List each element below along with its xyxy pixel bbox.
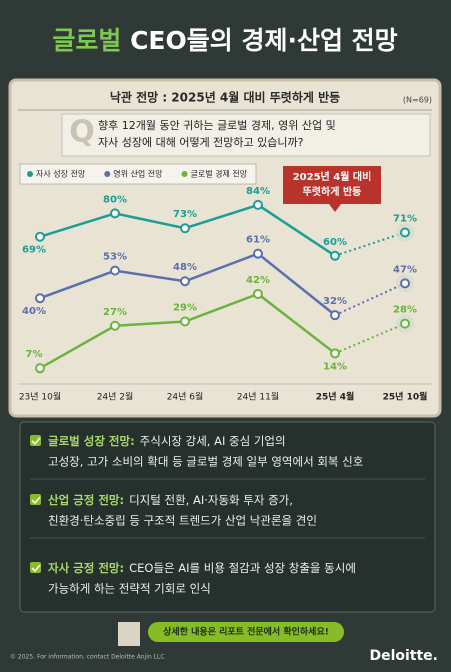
bullet-line: CEO들은 AI를 비용 절감과 성장 창출을 동시에 <box>129 561 356 575</box>
x-tick-label: 23년 10월 <box>19 391 61 403</box>
bullet-line: 디지털 전환, AI·자동화 투자 증가, <box>129 493 293 507</box>
marker <box>35 363 45 374</box>
bullet-line: 주식시장 강세, AI 중심 기업의 <box>140 434 286 448</box>
bullet-line: 가능하게 하는 전략적 기회로 인식 <box>48 582 211 596</box>
value-label: 32% <box>323 296 347 307</box>
value-label: 84% <box>246 186 270 197</box>
marker <box>330 250 340 261</box>
check-icon <box>30 494 41 505</box>
value-label: 53% <box>103 252 127 263</box>
bullet-box <box>19 421 436 613</box>
value-label: 73% <box>173 209 197 220</box>
bullet-text: 자사 긍정 전망: CEO들은 AI를 비용 절감과 성장 창출을 동시에 <box>48 561 356 575</box>
value-label: 40% <box>22 306 46 317</box>
button-text[interactable]: 상세한 내용은 리포트 전문에서 확인하세요! <box>163 626 329 638</box>
value-label: 29% <box>173 303 197 314</box>
value-label: 80% <box>103 194 127 205</box>
marker <box>110 320 120 331</box>
projection-line <box>334 231 406 257</box>
copyright: © 2025. For information, contact Deloitt… <box>10 654 165 661</box>
callout-text: 뚜렷하게 반등 <box>303 185 362 198</box>
check-icon <box>30 562 41 573</box>
value-label: 69% <box>22 245 46 256</box>
value-label: 27% <box>103 307 127 318</box>
bullet-line: 친환경·탄소중립 등 구조적 트렌드가 산업 낙관론을 견인 <box>48 514 317 528</box>
x-tick-label: 24년 2월 <box>97 391 134 403</box>
marker <box>400 227 410 238</box>
legend-label: 자사 성장 전망 <box>36 169 86 179</box>
legend-box <box>19 163 257 185</box>
x-tick-label: 25년 10월 <box>383 391 428 403</box>
value-label: 14% <box>323 361 347 372</box>
marker <box>35 231 45 242</box>
value-label: 61% <box>246 235 270 246</box>
legend-label: 영위 산업 전망 <box>113 169 163 179</box>
bullet-text: 산업 긍정 전망: 디지털 전환, AI·자동화 투자 증가, <box>48 493 293 507</box>
bullet-lead: 글로벌 성장 전망: <box>48 434 135 448</box>
bullet-line: 고성장, 고가 소비의 확대 등 글로벌 경제 일부 영역에서 회복 신호 <box>48 455 363 469</box>
marker <box>330 348 340 359</box>
marker <box>400 318 410 329</box>
legend-label: 글로벌 경제 전망 <box>191 169 248 179</box>
document-icon <box>118 622 140 646</box>
bullet-text: 글로벌 성장 전망: 주식시장 강세, AI 중심 기업의 <box>48 434 286 448</box>
bullet-lead: 자사 긍정 전망: <box>48 561 124 575</box>
legend-swatch <box>27 171 33 177</box>
legend-swatch <box>181 171 188 177</box>
x-tick-label: 24년 6월 <box>167 391 204 403</box>
marker <box>253 248 263 259</box>
marker <box>180 276 190 287</box>
question-box <box>61 113 431 157</box>
callout <box>283 166 381 212</box>
question-line: 자사 성장에 대해 어떻게 전망하고 있습니까? <box>98 135 304 149</box>
check-mark <box>31 496 41 505</box>
marker <box>180 316 190 327</box>
value-label: 7% <box>26 349 43 360</box>
page-title: 글로벌 CEO들의 경제·산업 전망 <box>52 26 397 55</box>
value-label: 48% <box>173 262 197 273</box>
question-line: 향후 12개월 동안 귀하는 글로벌 경제, 영위 산업 및 <box>98 118 336 132</box>
marker <box>180 223 190 234</box>
x-tick-label: 25년 4월 <box>316 391 354 403</box>
check-mark <box>31 564 41 573</box>
legend-swatch <box>104 171 111 177</box>
value-label: 28% <box>393 305 417 316</box>
value-label: 42% <box>246 275 270 286</box>
marker <box>253 199 263 210</box>
marker <box>330 310 340 321</box>
x-tick-label: 24년 11월 <box>237 391 279 403</box>
report-button[interactable] <box>148 622 344 642</box>
value-label: 71% <box>393 213 417 224</box>
question-mark: Q <box>69 115 95 150</box>
marker <box>400 278 410 289</box>
check-icon <box>30 435 41 446</box>
marker <box>110 208 120 219</box>
check-mark <box>31 437 41 446</box>
marker <box>35 293 45 304</box>
callout-text: 2025년 4월 대비 <box>293 170 372 183</box>
logo: Deloitte. <box>369 648 438 664</box>
value-label: 60% <box>323 237 347 248</box>
marker <box>110 265 120 276</box>
chart-header: 낙관 전망 : 2025년 4월 대비 뚜렷하게 반등 <box>110 90 340 105</box>
marker <box>253 288 263 299</box>
bullet-lead: 산업 긍정 전망: <box>48 493 124 507</box>
value-label: 47% <box>393 264 417 275</box>
sample-size: (N=69) <box>403 96 432 105</box>
